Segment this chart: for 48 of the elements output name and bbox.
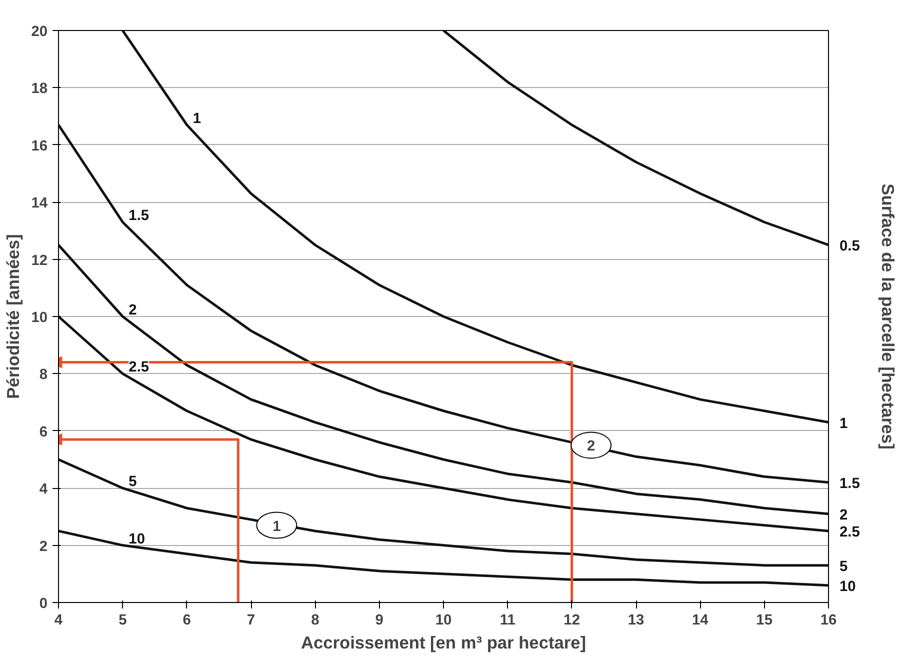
- y-tick-label: 4: [39, 482, 48, 498]
- y-tick-label: 18: [31, 81, 48, 98]
- series-label: 2: [128, 302, 137, 318]
- x-tick-label: 6: [182, 612, 191, 628]
- x-tick-label: 14: [692, 612, 710, 628]
- series-label: 2.5: [128, 360, 150, 376]
- y-axis-title: Périodicité [années]: [3, 234, 24, 399]
- annotation: 1: [272, 518, 281, 535]
- series-label: 0.5: [840, 238, 860, 254]
- line-series: [58, 458, 828, 567]
- line-series: [58, 530, 828, 587]
- x-tick-label: 8: [311, 612, 320, 628]
- text: 2: [840, 507, 848, 524]
- series-label: 1.5: [128, 208, 150, 224]
- text: 1: [840, 416, 848, 432]
- y-tick-label: 20: [31, 24, 48, 40]
- x-tick-label: 10: [435, 612, 452, 628]
- y-tick-label: 14: [31, 196, 48, 212]
- line-series: [58, 315, 828, 532]
- x-tick-label: 9: [375, 612, 384, 628]
- x-tick-label: 5: [118, 612, 127, 628]
- y-tick-label: 6: [39, 424, 48, 440]
- x-tick-label: 4: [54, 612, 64, 628]
- y2-axis-title: Surface de la parcelle [hectares]: [878, 184, 898, 450]
- line-series: [58, 244, 828, 516]
- line-series: [121, 30, 828, 424]
- line-series: [442, 30, 828, 246]
- x-tick-label: 11: [500, 612, 516, 628]
- y-tick-label: 0: [39, 596, 48, 612]
- series-label: 10: [128, 531, 145, 548]
- text: 2.5: [840, 524, 860, 540]
- x-axis-title: Accroissement [en m³ par hectare]: [300, 632, 586, 652]
- y-tick-label: 10: [31, 310, 48, 326]
- text: 5: [840, 558, 848, 575]
- text: 10: [840, 578, 856, 595]
- x-tick-label: 15: [756, 612, 772, 628]
- series-label: 5: [128, 474, 137, 490]
- y-tick-label: 8: [39, 367, 48, 384]
- text: 1.5: [840, 476, 860, 492]
- series-label: 1: [192, 110, 201, 127]
- x-tick-label: 16: [820, 612, 837, 628]
- x-tick-label: 7: [246, 612, 256, 628]
- y-tick-label: 12: [31, 252, 48, 269]
- y-tick-label: 16: [31, 138, 48, 154]
- y-tick-label: 2: [39, 538, 48, 555]
- annotation: 2: [587, 438, 596, 455]
- x-tick-label: 12: [564, 612, 580, 628]
- x-tick-label: 13: [628, 612, 644, 628]
